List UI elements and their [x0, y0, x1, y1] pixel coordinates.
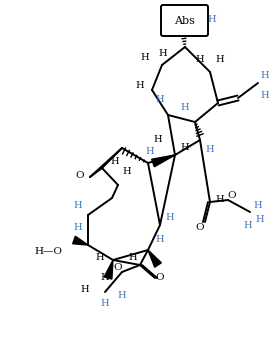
Text: H: H [261, 70, 269, 79]
Text: H: H [136, 81, 144, 90]
Text: H: H [141, 53, 149, 61]
Text: H: H [96, 253, 104, 262]
Text: H: H [101, 273, 109, 282]
Text: H: H [196, 56, 204, 65]
Text: H—O: H—O [34, 248, 62, 257]
Text: H: H [111, 158, 119, 167]
Text: H: H [156, 95, 164, 105]
Text: H: H [129, 253, 137, 262]
Text: H: H [256, 216, 264, 224]
Text: H: H [101, 298, 109, 307]
Polygon shape [104, 260, 113, 279]
Polygon shape [148, 250, 161, 267]
Text: H: H [166, 213, 174, 223]
Text: O: O [196, 224, 204, 232]
Text: H: H [154, 135, 162, 144]
Text: H: H [181, 143, 189, 152]
Text: O: O [114, 262, 122, 272]
Text: O: O [76, 171, 84, 179]
Text: H: H [206, 146, 214, 155]
Text: H: H [216, 56, 224, 65]
Text: H: H [254, 200, 262, 209]
Text: H: H [74, 224, 82, 232]
Text: H: H [146, 147, 154, 156]
Text: O: O [156, 273, 164, 282]
Text: H: H [261, 90, 269, 99]
Text: H: H [118, 291, 126, 301]
Text: H: H [123, 167, 131, 176]
Text: H: H [81, 286, 89, 294]
Text: H: H [156, 236, 164, 245]
Text: Abs: Abs [174, 16, 195, 25]
Text: H: H [244, 220, 252, 229]
Text: H: H [74, 200, 82, 209]
Text: H: H [181, 102, 189, 111]
FancyBboxPatch shape [161, 5, 208, 36]
Text: O: O [228, 191, 236, 200]
Polygon shape [73, 236, 88, 245]
Text: H: H [216, 196, 224, 204]
Text: H: H [159, 49, 167, 57]
Text: H: H [208, 16, 216, 24]
Polygon shape [152, 155, 175, 167]
